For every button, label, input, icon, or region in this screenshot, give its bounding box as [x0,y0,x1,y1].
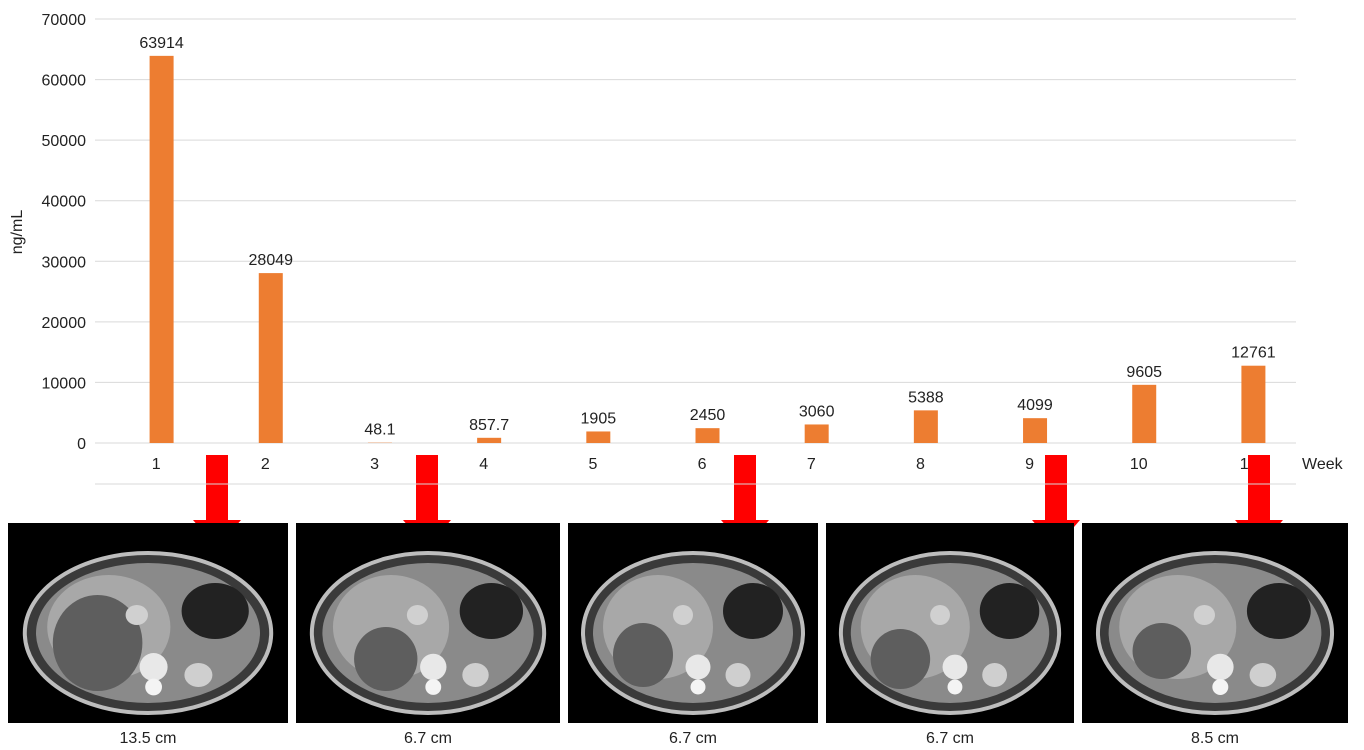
x-axis-ticks: 1234567891011 [152,456,1257,473]
bar [695,428,720,443]
data-label: 1905 [581,410,617,427]
x-tick-label: 8 [916,456,925,473]
bar [1241,365,1266,443]
data-label: 3060 [799,403,835,420]
bar [804,424,829,443]
x-tick-label: 7 [807,456,816,473]
tumor-size-label: 6.7 cm [925,730,974,747]
data-label: 2450 [690,407,726,424]
x-tick-label: 2 [261,456,270,473]
ct-scan-image [826,523,1074,723]
data-label: 28049 [249,252,294,269]
data-label: 48.1 [364,422,395,439]
x-axis-title: Week [1302,456,1344,473]
y-tick-label: 40000 [42,194,87,211]
tumor-size-label: 8.5 cm [1190,730,1239,747]
y-axis-title: ng/mL [9,210,26,255]
y-tick-label: 60000 [42,73,87,90]
y-axis-ticks: 0 10000 20000 30000 40000 50000 60000 70000 [42,12,87,453]
x-tick-label: 10 [1130,456,1148,473]
tumor-size-label: 6.7 cm [403,730,452,747]
data-label: 4099 [1017,397,1053,414]
ct-scan-image [568,523,818,723]
y-tick-label: 20000 [42,315,87,332]
x-tick-label: 9 [1025,456,1034,473]
x-tick-label: 1 [152,456,161,473]
bar [258,273,283,443]
ct-cross-section-icon [22,551,274,715]
bar [1023,418,1048,443]
y-tick-label: 30000 [42,254,87,271]
ct-cross-section-icon [1095,551,1335,715]
x-tick-label: 3 [370,456,379,473]
grid-lines [95,18,1296,444]
ct-cross-section-icon [581,551,805,715]
data-label: 5388 [908,389,944,406]
ct-scan-image [8,523,288,723]
tumor-size-label: 6.7 cm [668,730,717,747]
bar [913,410,938,443]
bar [586,431,611,443]
data-label: 63914 [139,35,184,52]
y-tick-label: 70000 [42,12,87,29]
bar [149,55,174,443]
bar [477,437,502,443]
bar [1132,384,1157,443]
y-tick-label: 10000 [42,375,87,392]
bars [149,55,1266,443]
x-tick-label: 4 [479,456,488,473]
ct-cross-section-icon [838,551,1062,715]
tumor-size-label: 13.5 cm [119,730,177,747]
data-label: 857.7 [469,417,509,434]
y-tick-label: 0 [77,436,86,453]
ct-cross-section-icon [309,551,547,715]
y-tick-label: 50000 [42,133,87,150]
ct-scan-image [1082,523,1348,723]
ct-scan-image [296,523,560,723]
data-label: 9605 [1126,364,1162,381]
x-tick-label: 5 [588,456,597,473]
data-labels: 63914 28049 48.1 857.7 1905 2450 3060 5388 4099 9… [139,35,1275,439]
data-label: 12761 [1231,345,1276,362]
x-tick-label: 6 [698,456,707,473]
